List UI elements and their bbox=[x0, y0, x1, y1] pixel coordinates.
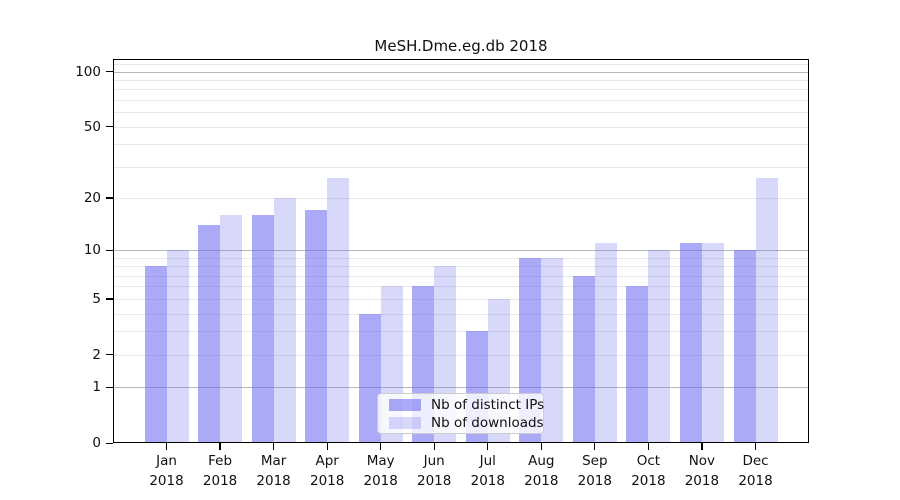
y-axis-tick-label-2: 2 bbox=[92, 346, 101, 363]
y-axis-tick-label-10: 10 bbox=[83, 242, 101, 258]
y-axis-tick-5 bbox=[106, 298, 113, 300]
y-axis-tick-label-50: 50 bbox=[83, 118, 101, 135]
x-axis-label-jan: Jan 2018 bbox=[149, 453, 184, 489]
x-axis-tick-sep bbox=[594, 443, 596, 450]
gridline-minor-70 bbox=[113, 99, 809, 101]
x-axis-tick-mar bbox=[273, 443, 275, 450]
bar-downloads-jan bbox=[166, 250, 189, 443]
legend-item-downloads: Nb of downloads bbox=[378, 414, 544, 431]
bar-distinct-ips-mar bbox=[251, 215, 274, 443]
bar-distinct-ips-sep bbox=[572, 275, 595, 443]
bar-distinct-ips-may bbox=[358, 313, 381, 443]
y-axis-tick-50 bbox=[106, 126, 113, 128]
x-axis-tick-apr bbox=[326, 443, 328, 450]
bar-distinct-ips-jan bbox=[144, 266, 167, 443]
gridline-major-1 bbox=[113, 387, 809, 389]
gridline-major-10 bbox=[113, 250, 809, 251]
x-axis-tick-nov bbox=[701, 443, 703, 450]
gridline-minor-8 bbox=[113, 266, 809, 268]
chart-title: MeSH.Dme.eg.db 2018 bbox=[374, 37, 548, 55]
x-axis-label-may: May 2018 bbox=[363, 453, 398, 489]
legend: Nb of distinct IPs Nb of downloads bbox=[377, 393, 544, 434]
y-axis-tick-20 bbox=[106, 197, 113, 199]
y-axis-tick-label-20: 20 bbox=[83, 189, 101, 206]
x-axis-tick-feb bbox=[219, 443, 221, 450]
gridline-major-100 bbox=[113, 71, 809, 73]
bar-downloads-dec bbox=[755, 177, 778, 443]
legend-label-distinct-ips: Nb of distinct IPs bbox=[431, 396, 545, 413]
x-axis-label-mar: Mar 2018 bbox=[256, 453, 291, 489]
bar-downloads-aug bbox=[541, 257, 564, 443]
bar-downloads-feb bbox=[220, 215, 243, 443]
legend-swatch-distinct-ips bbox=[389, 398, 421, 411]
bar-downloads-apr bbox=[327, 177, 350, 443]
x-axis-tick-may bbox=[380, 443, 382, 450]
x-axis-label-sep: Sep 2018 bbox=[577, 453, 612, 489]
x-axis-label-nov: Nov 2018 bbox=[684, 453, 720, 489]
gridline-minor-30 bbox=[113, 166, 809, 168]
x-axis-tick-aug bbox=[540, 443, 542, 450]
x-axis-label-dec: Dec 2018 bbox=[738, 453, 773, 489]
gridline-minor-80 bbox=[113, 89, 809, 91]
gridline-minor-3 bbox=[113, 331, 809, 333]
x-axis-label-feb: Feb 2018 bbox=[202, 453, 238, 489]
bar-distinct-ips-nov bbox=[679, 243, 702, 443]
legend-label-downloads: Nb of downloads bbox=[431, 414, 544, 431]
y-axis-tick-10 bbox=[106, 249, 113, 251]
x-axis-label-jun: Jun 2018 bbox=[417, 453, 452, 489]
y-axis-tick-1 bbox=[106, 386, 113, 388]
y-axis-tick-0 bbox=[106, 442, 113, 444]
x-axis-label-aug: Aug 2018 bbox=[524, 453, 559, 489]
y-axis-tick-2 bbox=[106, 354, 113, 356]
bar-downloads-sep bbox=[594, 243, 617, 443]
y-axis-tick-label-100: 100 bbox=[75, 63, 101, 80]
gridline-minor-6 bbox=[113, 286, 809, 288]
y-axis-tick-label-5: 5 bbox=[92, 290, 101, 307]
gridline-minor-2 bbox=[113, 354, 809, 356]
gridline-minor-20 bbox=[113, 197, 809, 199]
gridline-minor-4 bbox=[113, 313, 809, 315]
x-axis-tick-oct bbox=[647, 443, 649, 450]
bar-downloads-oct bbox=[648, 250, 671, 443]
legend-item-distinct-ips: Nb of distinct IPs bbox=[378, 396, 545, 413]
bar-distinct-ips-apr bbox=[305, 210, 328, 443]
x-axis-tick-jan bbox=[165, 443, 168, 450]
bar-distinct-ips-feb bbox=[198, 225, 221, 443]
gridline-minor-50 bbox=[113, 126, 809, 128]
y-axis-tick-label-1: 1 bbox=[92, 379, 101, 396]
y-axis-tick-label-0: 0 bbox=[92, 435, 101, 451]
gridline-minor-60 bbox=[113, 112, 809, 114]
bar-downloads-nov bbox=[701, 243, 724, 443]
bar-distinct-ips-dec bbox=[733, 250, 756, 443]
gridline-minor-40 bbox=[113, 144, 809, 146]
gridline-minor-7 bbox=[113, 275, 809, 277]
gridline-minor-5 bbox=[113, 298, 809, 300]
y-axis-tick-100 bbox=[106, 71, 113, 73]
x-axis-tick-jun bbox=[433, 443, 435, 450]
bar-distinct-ips-oct bbox=[626, 286, 649, 443]
x-axis-tick-jul bbox=[487, 443, 489, 450]
x-axis-label-oct: Oct 2018 bbox=[631, 453, 666, 489]
bar-downloads-mar bbox=[273, 197, 296, 443]
x-axis-tick-dec bbox=[754, 443, 757, 450]
gridline-minor-110 bbox=[113, 63, 809, 65]
x-axis-label-apr: Apr 2018 bbox=[310, 453, 345, 489]
x-axis-label-jul: Jul 2018 bbox=[470, 453, 505, 489]
legend-swatch-downloads bbox=[389, 416, 421, 429]
gridline-minor-90 bbox=[113, 79, 809, 81]
gridline-minor-9 bbox=[113, 257, 809, 259]
